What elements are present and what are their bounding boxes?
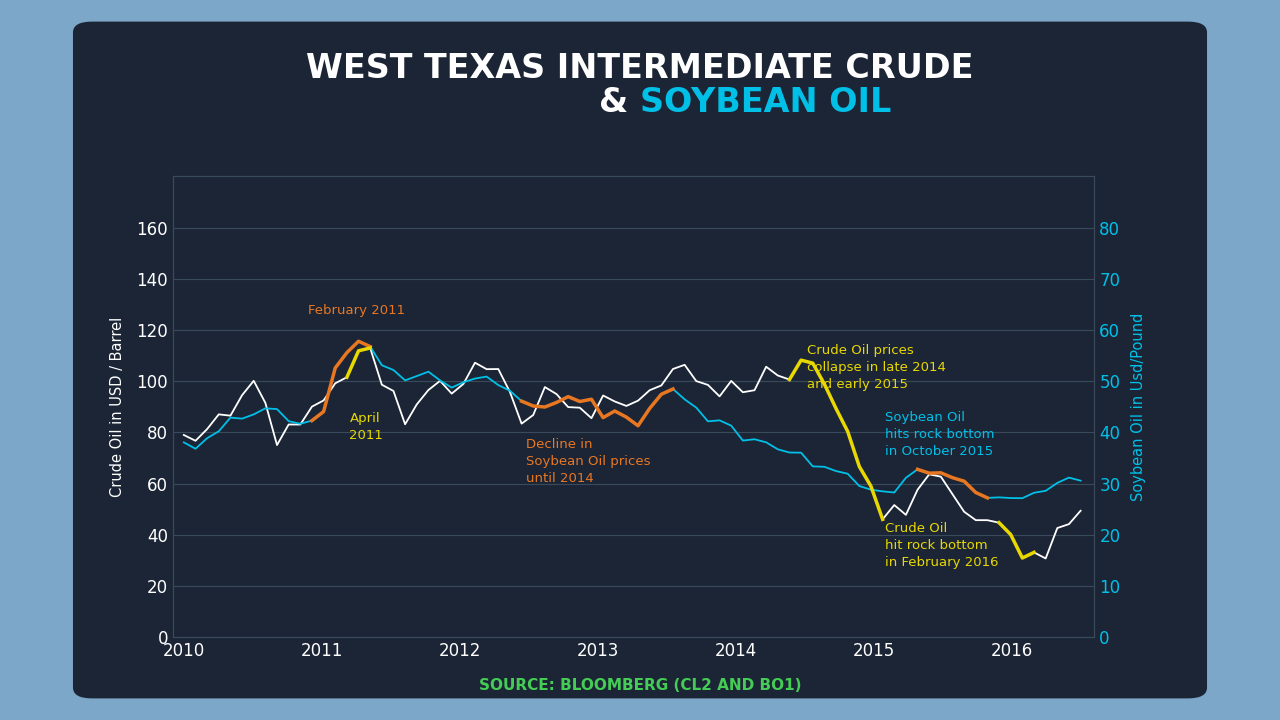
Text: April
2011: April 2011 bbox=[349, 412, 383, 442]
Text: SOURCE: BLOOMBERG (CL2 AND BO1): SOURCE: BLOOMBERG (CL2 AND BO1) bbox=[479, 678, 801, 693]
Text: Soybean Oil
hits rock bottom
in October 2015: Soybean Oil hits rock bottom in October … bbox=[884, 411, 995, 458]
Text: February 2011: February 2011 bbox=[308, 304, 406, 318]
Text: Decline in
Soybean Oil prices
until 2014: Decline in Soybean Oil prices until 2014 bbox=[526, 438, 650, 485]
Text: Crude Oil
hit rock bottom
in February 2016: Crude Oil hit rock bottom in February 20… bbox=[884, 522, 998, 569]
Y-axis label: Crude Oil in USD / Barrel: Crude Oil in USD / Barrel bbox=[110, 317, 125, 497]
Text: Crude Oil prices
collapse in late 2014
and early 2015: Crude Oil prices collapse in late 2014 a… bbox=[808, 344, 946, 392]
Y-axis label: Soybean Oil in Usd/Pound: Soybean Oil in Usd/Pound bbox=[1132, 312, 1147, 501]
Text: SOYBEAN OIL: SOYBEAN OIL bbox=[640, 86, 891, 119]
Text: &: & bbox=[599, 86, 640, 119]
Text: WEST TEXAS INTERMEDIATE CRUDE: WEST TEXAS INTERMEDIATE CRUDE bbox=[306, 52, 974, 85]
